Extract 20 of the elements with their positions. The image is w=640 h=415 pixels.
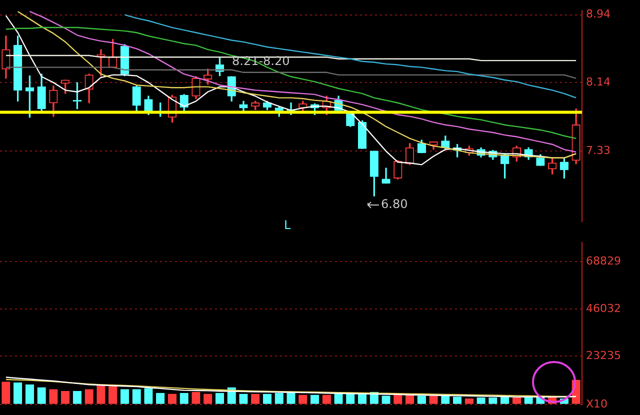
y-tick-label: 7.33 [586,144,610,157]
bar [108,386,118,404]
bar [49,389,58,404]
bar [120,389,130,404]
bar [25,384,34,404]
bar [84,389,94,404]
bar [37,387,46,404]
y-tick-label: 8.14 [586,75,610,88]
y-tick-label: 68829 [586,254,621,268]
bar [144,388,153,404]
bar [2,382,10,404]
bar [96,384,106,404]
y-tick-label: X10 [586,397,608,410]
y-tick-label: 8.94 [586,8,610,21]
annotation: L [284,218,291,232]
y-tick-label: 46032 [586,302,621,315]
y-tick-label: 23235 [586,349,621,362]
bar [13,382,22,404]
annotation: 6.80 [381,197,408,212]
bar [132,389,141,404]
